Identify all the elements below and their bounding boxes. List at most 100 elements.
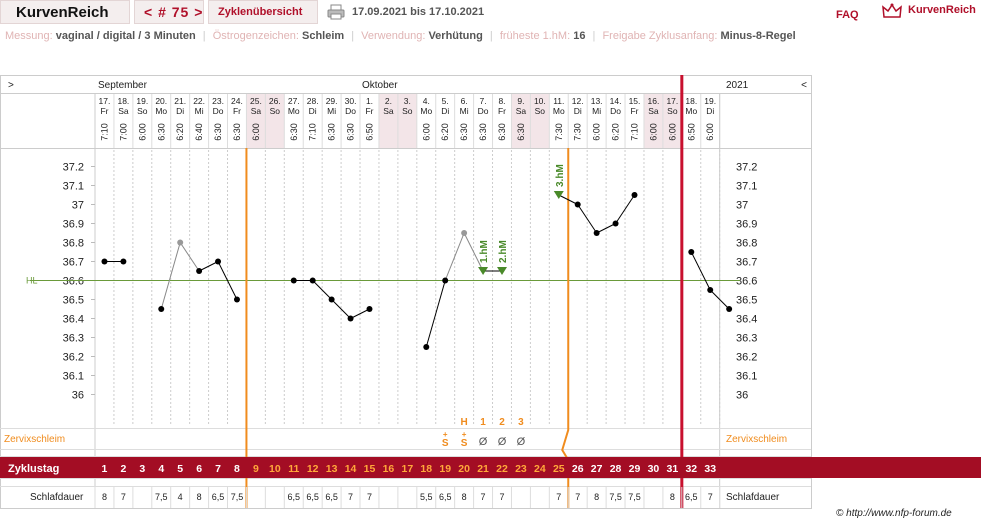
day-weekday-label: Di <box>176 106 184 116</box>
measurement-time-label: 6:20 <box>611 123 621 141</box>
peak-day-mark: H <box>461 417 468 428</box>
weekend-shade <box>397 94 417 148</box>
crown-icon <box>882 3 902 18</box>
higher-measurement-marker <box>553 191 564 199</box>
temperature-point <box>366 306 373 312</box>
app-title-box <box>0 0 130 24</box>
y-tick-label-left: 37.1 <box>63 181 84 193</box>
day-date-label: 1. <box>366 96 373 106</box>
temperature-line-segment <box>179 242 200 272</box>
peak-day-mark: 2 <box>499 417 505 428</box>
day-weekday-label: Di <box>309 106 317 116</box>
sleep-value: 7 <box>708 492 713 502</box>
cycle-day-number: 8 <box>234 463 240 475</box>
day-date-label: 30. <box>345 96 357 106</box>
cycle-day-number: 25 <box>553 463 565 475</box>
temperature-line-segment <box>463 232 484 272</box>
printer-icon[interactable] <box>327 4 345 20</box>
sleep-value: 7 <box>367 492 372 502</box>
y-tick-label-left: 36.2 <box>63 352 84 364</box>
estrogen-value: Schleim <box>302 30 345 42</box>
y-tick-label-right: 36.6 <box>736 276 757 288</box>
temperature-point <box>120 258 127 265</box>
day-date-label: 13. <box>591 96 603 106</box>
day-date-label: 24. <box>231 96 243 106</box>
cycle-navigation[interactable]: < # 75 > <box>144 4 204 20</box>
cervix-symbol-plus: + <box>462 430 467 439</box>
cycle-day-number: 28 <box>610 463 622 475</box>
day-date-label: 4. <box>423 96 430 106</box>
temperature-point <box>461 230 468 236</box>
cycle-day-number: 13 <box>326 463 338 475</box>
measurement-time-label: 6:30 <box>232 123 242 141</box>
day-date-label: 23. <box>212 96 224 106</box>
higher-measurement-label: 1.hM <box>479 240 490 263</box>
brand-link[interactable]: KurvenReich <box>908 4 976 16</box>
cervix-symbol: S <box>461 438 468 449</box>
day-weekday-label: Mi <box>195 106 204 116</box>
nav-prev-button[interactable]: > <box>8 80 14 91</box>
year-label: 2021 <box>726 80 749 91</box>
sleep-value: 6,5 <box>439 492 452 502</box>
cycle-day-label: Zyklustag <box>8 463 59 475</box>
cycle-day-number: 10 <box>269 463 281 475</box>
sleep-value: 7 <box>481 492 486 502</box>
month-label-middle: Oktober <box>362 80 398 91</box>
release-label: Freigabe Zyklusanfang: <box>602 30 718 42</box>
y-tick-label-left: 36.3 <box>63 333 84 345</box>
day-weekday-label: Fr <box>233 106 241 116</box>
nav-next-button[interactable]: < <box>801 80 807 91</box>
y-tick-label-left: 37 <box>72 200 84 212</box>
y-tick-label-left: 36.8 <box>63 238 84 250</box>
temperature-point <box>593 230 600 236</box>
cycle-info-bar: Messung: vaginal / digital / 3 Minuten |… <box>5 30 796 42</box>
day-weekday-label: Di <box>441 106 449 116</box>
temperature-point <box>707 287 714 293</box>
measurement-time-label: 6:20 <box>440 123 450 141</box>
sleep-value: 7,5 <box>628 492 641 502</box>
temperature-point <box>726 306 733 312</box>
day-weekday-label: Di <box>706 106 714 116</box>
day-weekday-label: Mo <box>288 106 300 116</box>
faq-link[interactable]: FAQ <box>836 9 859 21</box>
cervix-symbol-plus: + <box>443 430 448 439</box>
measurement-time-label: 6:00 <box>251 123 261 141</box>
day-date-label: 19. <box>704 96 716 106</box>
sleep-value: 7 <box>348 492 353 502</box>
temperature-point <box>347 315 354 322</box>
copyright: © http://www.nfp-forum.de <box>836 508 952 519</box>
sleep-value: 4 <box>178 492 183 502</box>
temperature-point <box>290 277 297 284</box>
measurement-time-label: 6:00 <box>648 123 658 141</box>
measurement-time-label: 7:10 <box>630 123 640 141</box>
sleep-value: 6,5 <box>306 492 319 502</box>
measurement-time-label: 6:50 <box>686 123 696 141</box>
cycle-day-number: 7 <box>215 463 221 475</box>
measurement-value: vaginal / digital / 3 Minuten <box>55 30 196 42</box>
temperature-line-segment <box>217 261 238 300</box>
cycle-day-row <box>0 457 981 478</box>
day-weekday-label: Do <box>610 106 621 116</box>
measurement-time-label: 6:00 <box>421 123 431 141</box>
day-date-label: 14. <box>610 96 622 106</box>
cervix-symbol: S <box>442 438 449 449</box>
cycle-day-number: 9 <box>253 463 259 475</box>
sleep-value: 6,5 <box>212 492 225 502</box>
sleep-value: 6,5 <box>685 492 698 502</box>
sleep-value: 7 <box>556 492 561 502</box>
cervix-symbol: Ø <box>479 436 488 448</box>
sleep-value: 7 <box>499 492 504 502</box>
temperature-line-segment <box>577 204 598 234</box>
day-weekday-label: So <box>402 106 413 116</box>
day-weekday-label: Mo <box>420 106 432 116</box>
separator: | <box>202 30 206 42</box>
cycles-link-box <box>208 0 318 24</box>
day-weekday-label: Mo <box>685 106 697 116</box>
earliest-hm-value: 16 <box>573 30 586 42</box>
temperature-line-segment <box>331 299 351 319</box>
sleep-row-label-left: Schlafdauer <box>30 492 84 503</box>
y-tick-label-right: 37 <box>736 200 748 212</box>
cycle-overview-link[interactable]: Zyklenübersicht <box>218 6 303 18</box>
sleep-value: 5,5 <box>420 492 433 502</box>
